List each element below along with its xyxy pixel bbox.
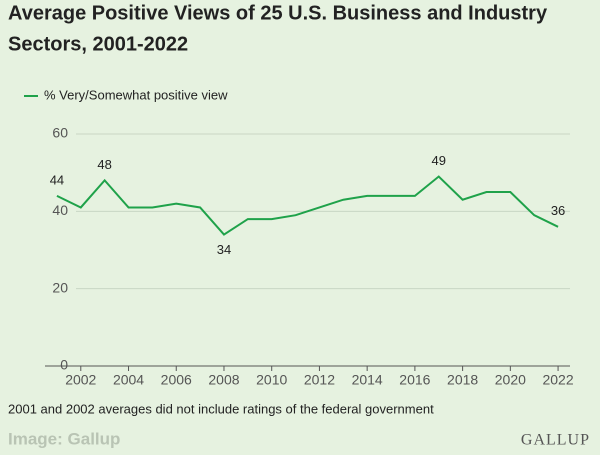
image-credit: Image: Gallup [8, 429, 120, 448]
chart-title: Average Positive Views of 25 U.S. Busine… [8, 2, 548, 24]
data-label: 49 [432, 153, 446, 168]
legend-label: % Very/Somewhat positive view [44, 87, 228, 102]
chart-title: Sectors, 2001-2022 [8, 33, 188, 55]
y-tick-label: 20 [52, 279, 68, 295]
x-tick-label: 2006 [161, 372, 192, 388]
data-line [56, 175, 559, 236]
x-tick-label: 2020 [495, 372, 526, 388]
x-tick-label: 2002 [65, 372, 96, 388]
x-tick-label: 2022 [542, 372, 573, 388]
y-tick-label: 40 [52, 202, 68, 218]
data-label: 48 [97, 157, 111, 172]
footnote: 2001 and 2002 averages did not include r… [8, 401, 434, 416]
y-tick-label: 0 [60, 357, 68, 373]
x-tick-label: 2008 [208, 372, 239, 388]
x-tick-label: 2010 [256, 372, 287, 388]
x-tick-label: 2016 [399, 372, 430, 388]
data-label: 44 [50, 172, 64, 187]
y-tick-label: 60 [52, 125, 68, 141]
x-tick-label: 2018 [447, 372, 478, 388]
data-label: 34 [217, 242, 231, 257]
x-tick-label: 2004 [113, 372, 144, 388]
data-label: 36 [551, 203, 565, 218]
x-tick-label: 2014 [352, 372, 383, 388]
logo: GALLUP [521, 432, 590, 449]
x-tick-label: 2012 [304, 372, 335, 388]
